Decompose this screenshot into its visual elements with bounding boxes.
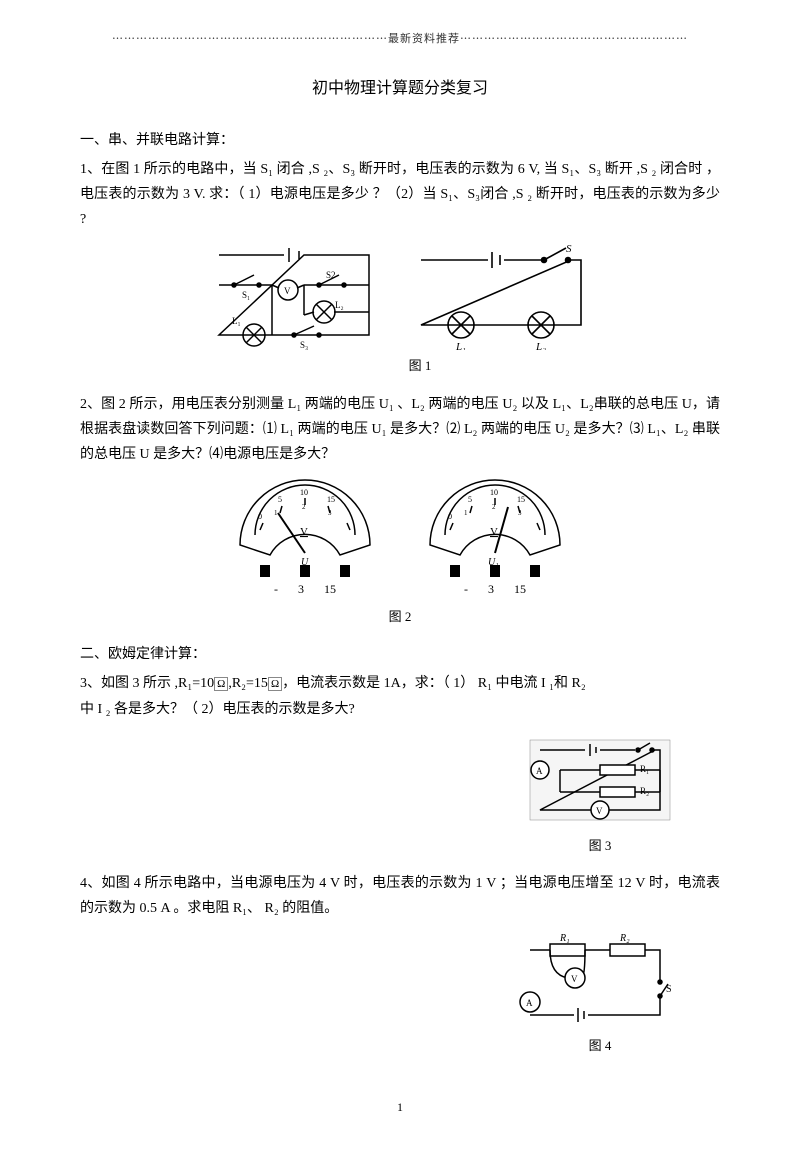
terminal-neg: - bbox=[274, 579, 278, 601]
svg-text:2: 2 bbox=[302, 503, 306, 511]
svg-text:0: 0 bbox=[258, 512, 262, 521]
figure-4-wrap: R₁ R₂ V S A 图 4 bbox=[80, 930, 680, 1067]
header-decoration: ⋯⋯⋯⋯⋯⋯⋯⋯⋯⋯⋯⋯⋯⋯⋯⋯⋯⋯⋯⋯⋯⋯⋯最新资料推荐⋯⋯⋯⋯⋯⋯⋯⋯⋯⋯⋯… bbox=[80, 30, 720, 50]
page-title: 初中物理计算题分类复习 bbox=[80, 75, 720, 104]
p3-text-a: 3、如图 3 所示 ,R₁=10 bbox=[80, 676, 214, 691]
svg-text:V: V bbox=[300, 526, 308, 538]
svg-text:10: 10 bbox=[300, 488, 308, 497]
svg-text:R₂: R₂ bbox=[640, 786, 649, 796]
svg-text:S2: S2 bbox=[326, 270, 336, 280]
problem-4: 4、如图 4 所示电路中，当电源电压为 4 V 时，电压表的示数为 1 V ；当… bbox=[80, 871, 720, 921]
terminal-neg: - bbox=[464, 579, 468, 601]
ohm-symbol: Ω bbox=[214, 677, 228, 691]
svg-text:U: U bbox=[301, 557, 309, 565]
svg-text:15: 15 bbox=[327, 495, 335, 504]
circuit-3-icon: A R₁ R₂ V bbox=[520, 730, 680, 830]
svg-text:S: S bbox=[566, 243, 572, 255]
svg-text:A: A bbox=[526, 998, 533, 1008]
p3-text-b: ,R₂=15 bbox=[228, 676, 268, 691]
svg-text:10: 10 bbox=[490, 488, 498, 497]
svg-text:L₂: L₂ bbox=[335, 300, 344, 310]
svg-text:S: S bbox=[666, 984, 672, 995]
circuit-1a-icon: S₁ S2 V L₁ L₂ S₃ bbox=[204, 240, 384, 350]
page-number: 1 bbox=[80, 1097, 720, 1119]
svg-text:5: 5 bbox=[468, 495, 472, 504]
terminal-15: 15 bbox=[324, 579, 336, 601]
svg-text:15: 15 bbox=[517, 495, 525, 504]
svg-text:L₁: L₁ bbox=[455, 341, 466, 350]
svg-text:R₁: R₁ bbox=[559, 933, 570, 944]
svg-text:S₃: S₃ bbox=[300, 340, 308, 350]
svg-text:3: 3 bbox=[518, 509, 522, 517]
svg-text:2: 2 bbox=[492, 503, 496, 511]
ohm-symbol: Ω bbox=[268, 677, 282, 691]
p3-text-c: ，电流表示数是 1A，求：（ 1） R₁ 中电流 I ₁和 R₂ bbox=[282, 676, 586, 691]
svg-text:5: 5 bbox=[278, 495, 282, 504]
svg-text:V: V bbox=[596, 806, 603, 816]
figure-4-label: 图 4 bbox=[520, 1034, 680, 1057]
figure-1-row: S₁ S2 V L₁ L₂ S₃ S bbox=[80, 240, 720, 350]
section-1-heading: 一、串、并联电路计算： bbox=[80, 128, 720, 153]
svg-text:U₁: U₁ bbox=[488, 557, 499, 565]
svg-text:S₁: S₁ bbox=[242, 290, 250, 300]
meter-u1-icon: 0 5 10 15 1 2 3 V U₁ bbox=[420, 475, 570, 565]
meter-u-icon: 0 5 10 15 1 2 3 V U bbox=[230, 475, 380, 565]
problem-2: 2、图 2 所示，用电压表分别测量 L₁ 两端的电压 U₁ 、L₂ 两端的电压 … bbox=[80, 392, 720, 468]
svg-text:1: 1 bbox=[464, 509, 468, 517]
svg-text:V: V bbox=[284, 286, 291, 296]
problem-3: 3、如图 3 所示 ,R₁=10Ω,R₂=15Ω，电流表示数是 1A，求：（ 1… bbox=[80, 671, 720, 721]
problem-1: 1、在图 1 所示的电路中，当 S₁ 闭合 ,S ₂、S₃ 断开时，电压表的示数… bbox=[80, 157, 720, 233]
figure-2-label: 图 2 bbox=[80, 605, 720, 628]
svg-text:3: 3 bbox=[328, 509, 332, 517]
svg-text:V: V bbox=[490, 526, 498, 538]
svg-text:1: 1 bbox=[274, 509, 278, 517]
terminal-3: 3 bbox=[488, 579, 494, 601]
svg-text:R₂: R₂ bbox=[619, 933, 630, 944]
svg-text:L₁: L₁ bbox=[232, 316, 241, 326]
terminal-3: 3 bbox=[298, 579, 304, 601]
figure-3-wrap: A R₁ R₂ V 图 3 bbox=[80, 730, 680, 867]
svg-text:V: V bbox=[571, 974, 578, 984]
svg-text:0: 0 bbox=[448, 512, 452, 521]
figure-2-row: 0 5 10 15 1 2 3 V U - 3 15 bbox=[80, 475, 720, 601]
voltmeter-U: 0 5 10 15 1 2 3 V U - 3 15 bbox=[230, 475, 380, 601]
figure-3-label: 图 3 bbox=[520, 834, 680, 857]
figure-1-label: 图 1 bbox=[120, 354, 720, 377]
voltmeter-U1: 0 5 10 15 1 2 3 V U₁ - 3 15 bbox=[420, 475, 570, 601]
p3-text-d: 中 I ₂ 各是多大？（ 2）电压表的示数是多大? bbox=[80, 697, 720, 722]
svg-text:R₁: R₁ bbox=[640, 764, 649, 774]
section-2-heading: 二、欧姆定律计算： bbox=[80, 642, 720, 667]
circuit-1b-icon: S L₁ L₂ bbox=[406, 240, 596, 350]
terminal-15: 15 bbox=[514, 579, 526, 601]
svg-text:L₂: L₂ bbox=[535, 341, 546, 350]
circuit-4-icon: R₁ R₂ V S A bbox=[510, 930, 680, 1030]
svg-text:A: A bbox=[536, 766, 543, 776]
